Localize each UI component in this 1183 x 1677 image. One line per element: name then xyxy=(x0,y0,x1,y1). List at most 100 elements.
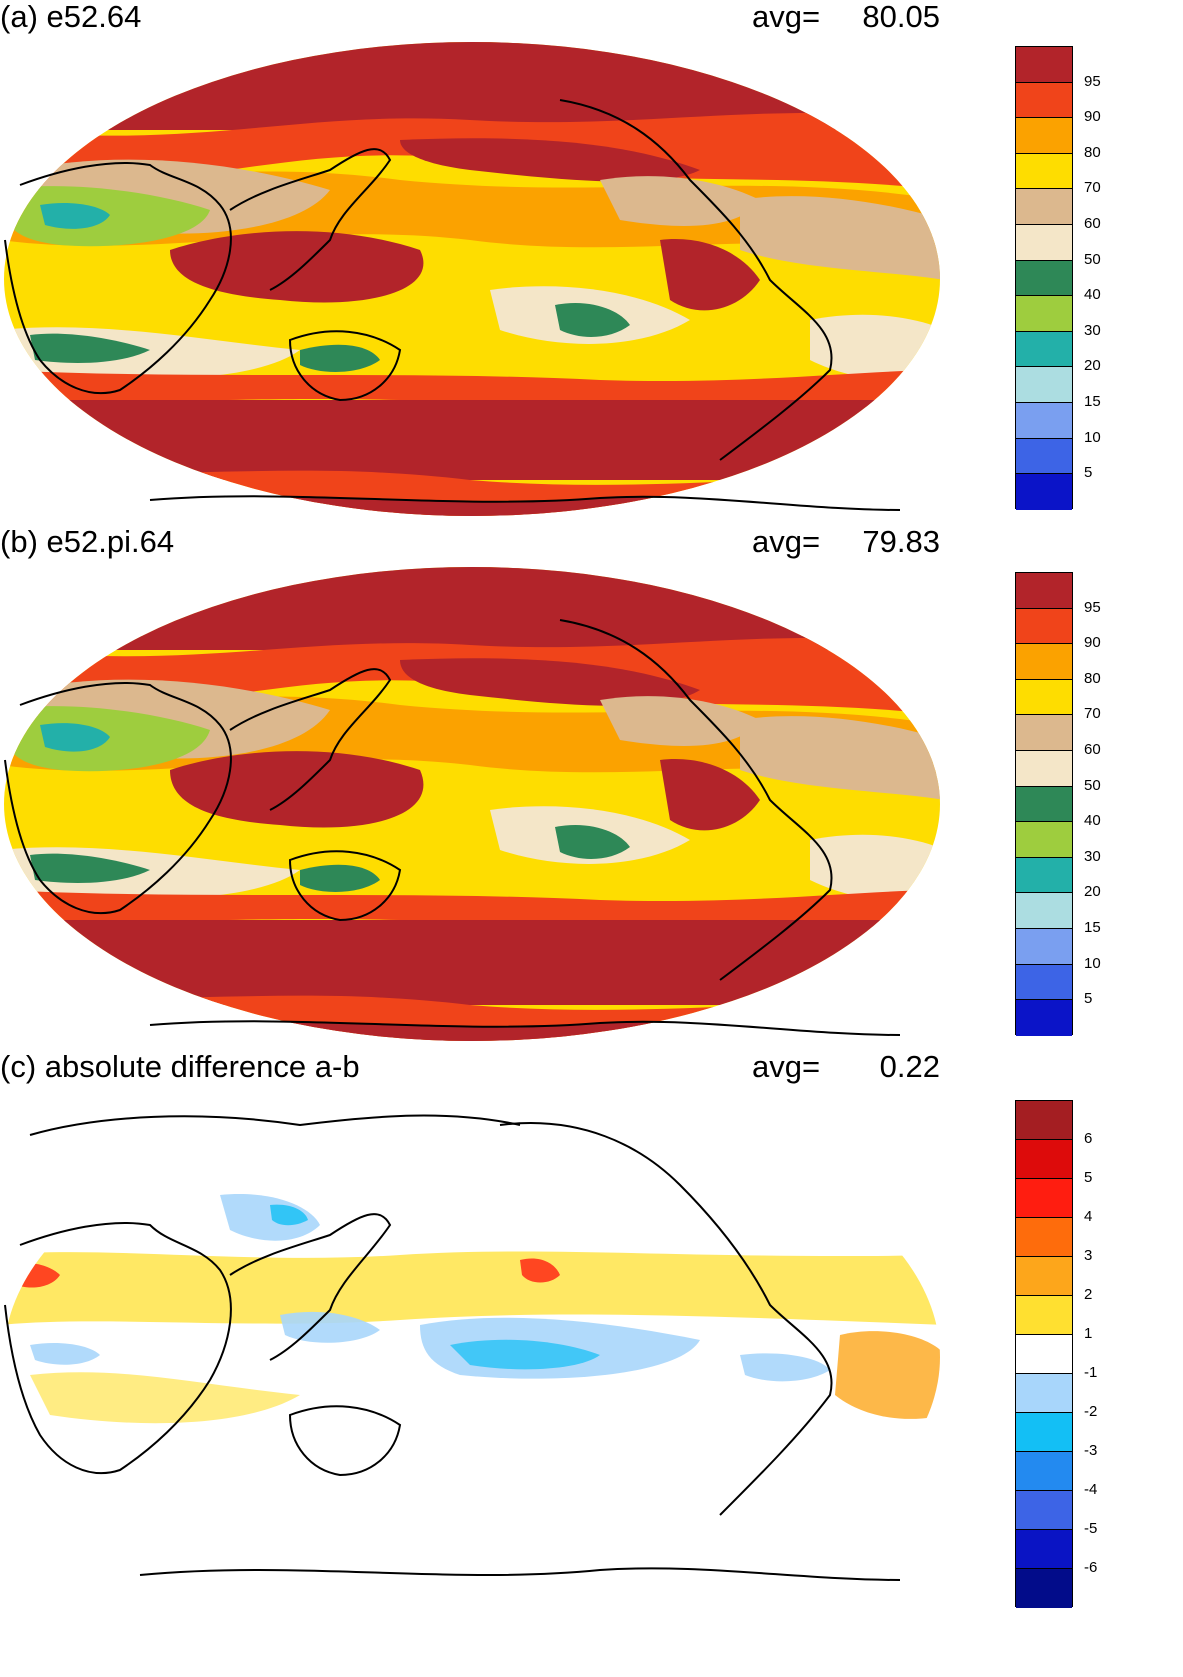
colorbar-label: 10 xyxy=(1084,428,1101,446)
coastlines-c xyxy=(4,1114,901,1581)
map-b xyxy=(0,565,945,1043)
map-c xyxy=(0,1095,945,1620)
map-a-svg xyxy=(4,42,940,516)
colorbar-label: 30 xyxy=(1084,847,1101,865)
colorbar-box xyxy=(1016,1101,1072,1140)
panel-a: (a) e52.64 avg= 80.05 xyxy=(0,0,1183,520)
colorbar-box xyxy=(1016,644,1072,680)
colorbar-b xyxy=(1015,572,1073,1036)
field-b xyxy=(4,567,940,1041)
colorbar-box xyxy=(1016,1491,1072,1530)
colorbar-box xyxy=(1016,1179,1072,1218)
colorbar-label: 15 xyxy=(1084,393,1101,410)
colorbar-label: 5 xyxy=(1084,464,1093,482)
colorbar-box xyxy=(1016,715,1072,751)
colorbar-c-labels: 6 5 4 3 2 1 -1 -2 -3 -4 -5 -6 xyxy=(1084,1100,1124,1607)
colorbar-box xyxy=(1016,82,1072,119)
colorbar-label: 40 xyxy=(1084,286,1101,304)
colorbar-label: 50 xyxy=(1084,776,1101,794)
colorbar-a-labels: 95 90 80 70 60 50 40 30 20 15 10 5 xyxy=(1084,46,1124,509)
colorbar-label: 5 xyxy=(1084,990,1093,1008)
coastlines-b xyxy=(4,619,901,1036)
colorbar-label: 60 xyxy=(1084,741,1101,758)
colorbar-box xyxy=(1016,750,1072,787)
colorbar-label: 80 xyxy=(1084,143,1101,161)
colorbar-box xyxy=(1016,857,1072,894)
colorbar-box xyxy=(1016,893,1072,929)
colorbar-box xyxy=(1016,822,1072,858)
colorbar-label: 40 xyxy=(1084,812,1101,830)
colorbar-a xyxy=(1015,46,1073,510)
panel-title: (c) absolute difference a-b xyxy=(0,1049,360,1084)
colorbar-label: 70 xyxy=(1084,705,1101,723)
colorbar-label: -4 xyxy=(1084,1481,1098,1498)
avg-label: avg= xyxy=(752,524,821,559)
colorbar-label: 4 xyxy=(1084,1208,1093,1225)
colorbar-box xyxy=(1016,1413,1072,1452)
colorbar-box xyxy=(1016,928,1072,965)
colorbar-box xyxy=(1016,1569,1072,1608)
colorbar-label: 80 xyxy=(1084,669,1101,687)
coastlines-a xyxy=(4,99,901,511)
colorbar-box xyxy=(1016,224,1072,261)
colorbar-box xyxy=(1016,296,1072,332)
colorbar-box xyxy=(1016,438,1072,475)
colorbar-box xyxy=(1016,331,1072,368)
colorbar-box xyxy=(1016,1257,1072,1296)
colorbar-box xyxy=(1016,1335,1072,1374)
colorbar-box xyxy=(1016,608,1072,645)
colorbar-box xyxy=(1016,573,1072,609)
colorbar-c xyxy=(1015,1100,1073,1608)
colorbar-label: 90 xyxy=(1084,108,1101,126)
colorbar-label: -2 xyxy=(1084,1403,1098,1420)
colorbar-label: 1 xyxy=(1084,1325,1093,1342)
map-b-svg xyxy=(4,567,940,1041)
colorbar-box xyxy=(1016,474,1072,510)
colorbar-label: 15 xyxy=(1084,919,1101,936)
colorbar-box xyxy=(1016,1140,1072,1179)
avg-value: 0.22 xyxy=(879,1049,940,1084)
colorbar-label: 95 xyxy=(1084,598,1101,616)
field-a xyxy=(4,42,940,516)
colorbar-box xyxy=(1016,1374,1072,1413)
colorbar-box xyxy=(1016,402,1072,439)
colorbar-label: 20 xyxy=(1084,883,1101,901)
colorbar-label: -5 xyxy=(1084,1520,1098,1537)
map-c-svg xyxy=(4,1099,940,1615)
panel-c: (c) absolute difference a-b avg= 0.22 xyxy=(0,1050,1183,1670)
colorbar-label: 70 xyxy=(1084,179,1101,197)
colorbar-label: -1 xyxy=(1084,1364,1098,1381)
avg-label: avg= xyxy=(752,1049,821,1084)
colorbar-label: -6 xyxy=(1084,1559,1098,1576)
avg-value: 79.83 xyxy=(862,524,940,559)
colorbar-box xyxy=(1016,1530,1072,1569)
panel-b: (b) e52.pi.64 avg= 79.83 xyxy=(0,525,1183,1045)
colorbar-label: 50 xyxy=(1084,250,1101,268)
colorbar-label: 3 xyxy=(1084,1247,1093,1264)
colorbar-label: 20 xyxy=(1084,357,1101,375)
colorbar-label: 95 xyxy=(1084,72,1101,90)
map-a xyxy=(0,40,945,518)
colorbar-box xyxy=(1016,679,1072,716)
colorbar-label: -3 xyxy=(1084,1442,1098,1459)
colorbar-b-labels: 95 90 80 70 60 50 40 30 20 15 10 5 xyxy=(1084,572,1124,1035)
colorbar-label: 30 xyxy=(1084,321,1101,339)
colorbar-label: 2 xyxy=(1084,1286,1093,1303)
colorbar-label: 10 xyxy=(1084,954,1101,972)
colorbar-box xyxy=(1016,118,1072,154)
colorbar-box xyxy=(1016,47,1072,83)
avg-label: avg= xyxy=(752,0,821,34)
colorbar-box xyxy=(1016,189,1072,225)
colorbar-label: 90 xyxy=(1084,634,1101,652)
colorbar-box xyxy=(1016,1452,1072,1491)
colorbar-box xyxy=(1016,367,1072,403)
field-c xyxy=(4,1099,940,1615)
avg-value: 80.05 xyxy=(862,0,940,34)
colorbar-box xyxy=(1016,964,1072,1001)
colorbar-box xyxy=(1016,1218,1072,1257)
colorbar-label: 60 xyxy=(1084,215,1101,232)
colorbar-box xyxy=(1016,786,1072,823)
colorbar-box xyxy=(1016,260,1072,297)
colorbar-box xyxy=(1016,1296,1072,1335)
panel-title: (b) e52.pi.64 xyxy=(0,524,175,559)
